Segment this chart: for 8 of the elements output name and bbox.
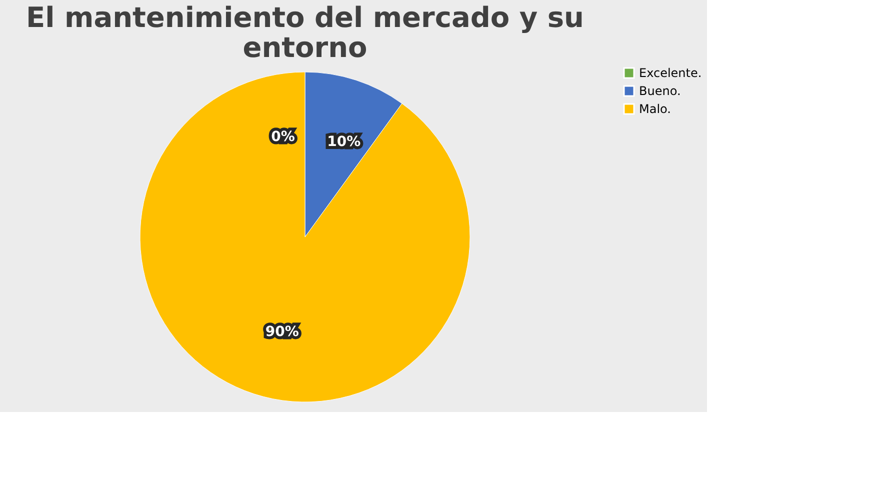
legend-label: Excelente.	[639, 66, 702, 80]
text: 0%	[271, 129, 295, 145]
chart-title: El mantenimiento del mercado y su entorno	[26, 1, 584, 64]
data-label: 90%	[265, 324, 299, 340]
legend-label: Bueno.	[639, 84, 681, 98]
data-label: 10%	[327, 134, 361, 150]
legend-label: Malo.	[639, 102, 671, 116]
pie-slice	[140, 72, 470, 402]
